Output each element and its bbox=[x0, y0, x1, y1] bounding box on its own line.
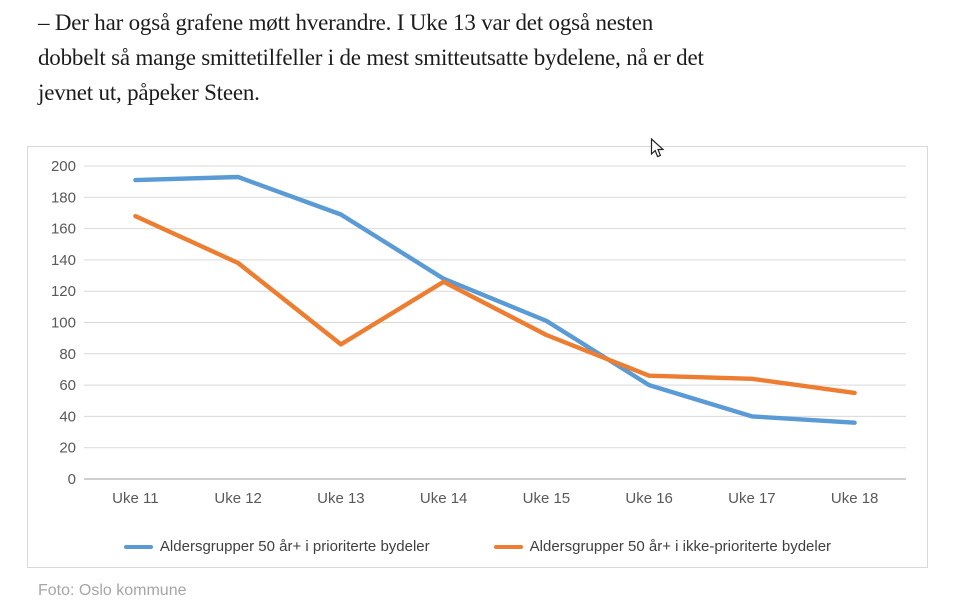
legend-swatch-orange bbox=[493, 544, 523, 549]
x-tick-label: Uke 15 bbox=[523, 490, 571, 507]
x-tick-label: Uke 18 bbox=[831, 490, 879, 507]
legend-swatch-blue bbox=[123, 544, 153, 549]
y-tick-label: 0 bbox=[68, 471, 76, 488]
y-tick-label: 80 bbox=[59, 346, 76, 363]
y-tick-label: 160 bbox=[51, 221, 76, 238]
y-tick-label: 40 bbox=[59, 408, 76, 425]
x-tick-label: Uke 14 bbox=[420, 490, 468, 507]
x-tick-label: Uke 16 bbox=[625, 490, 673, 507]
photo-credit: Foto: Oslo kommune bbox=[38, 582, 187, 599]
legend-label-prioriterte: Aldersgrupper 50 år+ i prioriterte bydel… bbox=[159, 538, 430, 555]
x-tick-label: Uke 12 bbox=[214, 490, 262, 507]
x-tick-label: Uke 11 bbox=[112, 490, 158, 507]
legend-item-ikke-prioriterte: Aldersgrupper 50 år+ i ikke-prioriterte … bbox=[493, 538, 832, 555]
y-tick-label: 200 bbox=[51, 158, 76, 175]
x-tick-label: Uke 17 bbox=[728, 490, 776, 507]
paragraph-line-2: dobbelt så mange smittetilfeller i de me… bbox=[38, 45, 704, 70]
legend-item-prioriterte: Aldersgrupper 50 år+ i prioriterte bydel… bbox=[123, 538, 430, 555]
y-tick-label: 140 bbox=[51, 252, 76, 269]
article-paragraph: – Der har også grafene møtt hverandre. I… bbox=[38, 5, 918, 110]
chart-legend: Aldersgrupper 50 år+ i prioriterte bydel… bbox=[28, 538, 927, 555]
paragraph-line-3: jevnet ut, påpeker Steen. bbox=[38, 80, 260, 105]
y-tick-label: 100 bbox=[51, 315, 76, 332]
x-tick-label: Uke 13 bbox=[317, 490, 365, 507]
series-line-1 bbox=[133, 213, 857, 396]
y-tick-label: 20 bbox=[59, 440, 76, 457]
y-tick-label: 120 bbox=[51, 283, 76, 300]
y-tick-label: 180 bbox=[51, 189, 76, 206]
series-line-0 bbox=[133, 174, 857, 425]
legend-label-ikke-prioriterte: Aldersgrupper 50 år+ i ikke-prioriterte … bbox=[529, 538, 832, 555]
covid-cases-line-chart: 200 180 160 140 120 100 80 60 40 20 0 Uke 11 Uke 12 U… bbox=[27, 146, 928, 568]
y-tick-label: 60 bbox=[59, 377, 76, 394]
paragraph-line-1: – Der har også grafene møtt hverandre. I… bbox=[38, 10, 654, 35]
